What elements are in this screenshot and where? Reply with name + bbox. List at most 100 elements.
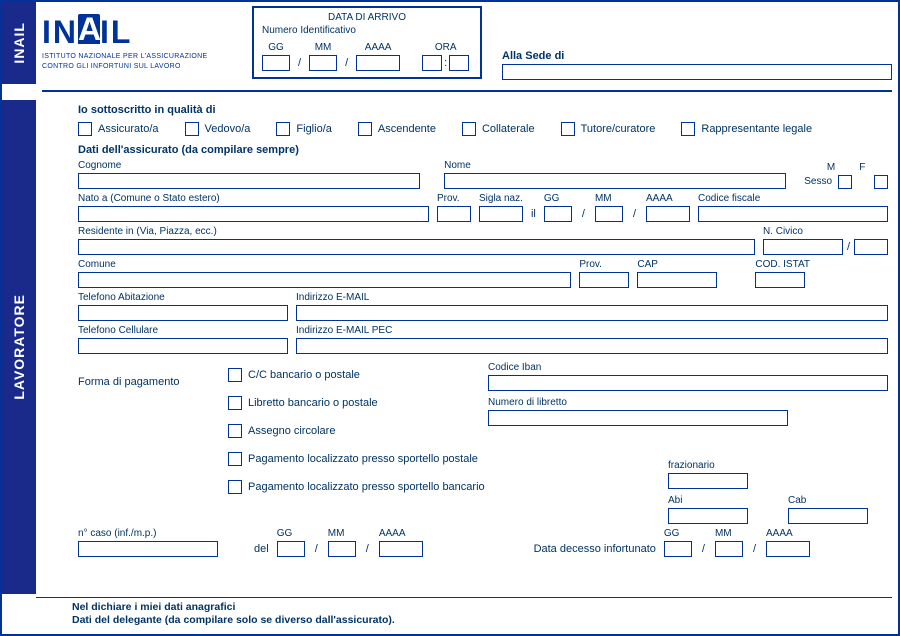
civico-ext-input[interactable] [854,239,888,255]
cf-input[interactable] [698,206,888,222]
checkbox-icon[interactable] [681,122,695,136]
civico-input[interactable] [763,239,843,255]
pag-bancario[interactable]: Pagamento localizzato presso sportello b… [228,480,488,494]
checkbox-icon[interactable] [228,480,242,494]
qualita-rappresentante[interactable]: Rappresentante legale [681,122,812,136]
del-mm-input[interactable] [328,541,356,557]
nascita-aaaa-input[interactable] [646,206,690,222]
qualita-assicurato[interactable]: Assicurato/a [78,122,159,136]
sidebar-lavoratore-label: LAVORATORE [11,294,27,400]
nato-a-label: Nato a (Comune o Stato estero) [78,193,429,204]
nome-input[interactable] [444,173,786,189]
libretto-input[interactable] [488,410,788,426]
tel-cell-input[interactable] [78,338,288,354]
qualita-collaterale[interactable]: Collaterale [462,122,535,136]
pag-postale[interactable]: Pagamento localizzato presso sportello p… [228,452,488,466]
cap-label: CAP [637,259,717,270]
n-caso-label: n° caso (inf./m.p.) [78,528,218,539]
del-aaaa-input[interactable] [379,541,423,557]
data-arrivo-box: DATA DI ARRIVO Numero Identificativo GG … [252,6,482,79]
comune-input[interactable] [78,272,571,288]
sede-input[interactable] [502,64,892,80]
pag-cc[interactable]: C/C bancario o postale [228,368,488,382]
cod-istat-label: COD. ISTAT [755,259,810,270]
cod-istat-input[interactable] [755,272,805,288]
arrivo-mm-input[interactable] [309,55,337,71]
checkbox-icon[interactable] [276,122,290,136]
sesso-f-checkbox[interactable] [874,175,888,189]
arrivo-gg-input[interactable] [262,55,290,71]
checkbox-icon[interactable] [561,122,575,136]
pec-label: Indirizzo E-MAIL PEC [296,325,888,336]
checkbox-icon[interactable] [228,396,242,410]
residente-input[interactable] [78,239,755,255]
forma-pag-label: Forma di pagamento [78,362,228,524]
checkbox-icon[interactable] [228,452,242,466]
cab-input[interactable] [788,508,868,524]
sigla-naz-input[interactable] [479,206,523,222]
prov-res-input[interactable] [579,272,629,288]
email-label: Indirizzo E-MAIL [296,292,888,303]
sede-block: Alla Sede di [502,6,892,80]
email-input[interactable] [296,305,888,321]
footer-note: Nel dichiare i miei dati anagrafici Dati… [72,601,395,628]
checkbox-icon[interactable] [358,122,372,136]
checkbox-icon[interactable] [462,122,476,136]
cap-input[interactable] [637,272,717,288]
qualita-ascendente[interactable]: Ascendente [358,122,436,136]
prov-nascita-input[interactable] [437,206,471,222]
sesso-label: Sesso [804,176,832,187]
cab-label: Cab [788,495,868,506]
iban-input[interactable] [488,375,888,391]
sede-label: Alla Sede di [502,50,892,62]
section-lavoratore: Io sottoscritto in qualità di Assicurato… [42,92,892,557]
decesso-mm-input[interactable] [715,541,743,557]
pag-assegno[interactable]: Assegno circolare [228,424,488,438]
checkbox-icon[interactable] [185,122,199,136]
checkbox-icon[interactable] [78,122,92,136]
sidebar-tab-inail: INAIL [2,2,36,92]
arrivo-ora-h-input[interactable] [422,55,442,71]
tel-cell-label: Telefono Cellulare [78,325,288,336]
frazionario-label: frazionario [668,460,748,471]
n-caso-input[interactable] [78,541,218,557]
tel-ab-input[interactable] [78,305,288,321]
comune-label: Comune [78,259,571,270]
frazionario-input[interactable] [668,473,748,489]
nascita-mm-input[interactable] [595,206,623,222]
pag-libretto[interactable]: Libretto bancario o postale [228,396,488,410]
cognome-input[interactable] [78,173,420,189]
cognome-label: Cognome [78,160,420,171]
decesso-gg-input[interactable] [664,541,692,557]
nato-a-input[interactable] [78,206,429,222]
decesso-aaaa-input[interactable] [766,541,810,557]
logo-sub2: CONTRO GLI INFORTUNI SUL LAVORO [42,63,252,71]
residente-label: Residente in (Via, Piazza, ecc.) [78,226,755,237]
content: INAIL ISTITUTO NAZIONALE PER L'ASSICURAZ… [36,2,898,561]
dati-assicurato-title: Dati dell'assicurato (da compilare sempr… [78,144,888,156]
il-label: il [531,208,536,222]
checkbox-icon[interactable] [228,368,242,382]
abi-input[interactable] [668,508,748,524]
checkbox-icon[interactable] [228,424,242,438]
arrivo-aaaa-input[interactable] [356,55,400,71]
pec-input[interactable] [296,338,888,354]
logo: INAIL ISTITUTO NAZIONALE PER L'ASSICURAZ… [42,6,252,72]
del-gg-input[interactable] [277,541,305,557]
prov-res-label: Prov. [579,259,629,270]
qualita-tutore[interactable]: Tutore/curatore [561,122,656,136]
cf-label: Codice fiscale [698,193,888,204]
sidebar-inail-label: INAIL [11,22,27,64]
qualita-figlio[interactable]: Figlio/a [276,122,331,136]
prov-nascita-label: Prov. [437,193,471,204]
footer-line2: Dati del delegante (da compilare solo se… [72,614,395,628]
header: INAIL ISTITUTO NAZIONALE PER L'ASSICURAZ… [42,2,892,92]
divider [36,597,892,598]
arrivo-gg-label: GG [268,42,284,53]
arrivo-ora-m-input[interactable] [449,55,469,71]
numero-identificativo-label: Numero Identificativo [262,25,472,36]
nascita-gg-input[interactable] [544,206,572,222]
qualita-vedovo[interactable]: Vedovo/a [185,122,251,136]
abi-label: Abi [668,495,748,506]
sesso-m-checkbox[interactable] [838,175,852,189]
